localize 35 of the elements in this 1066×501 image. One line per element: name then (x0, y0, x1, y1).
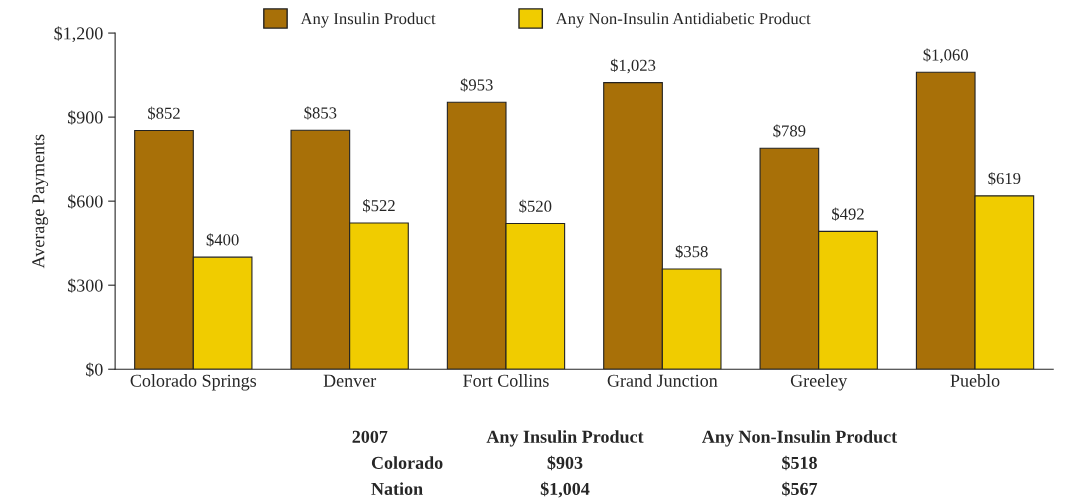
text: Colorado (371, 456, 443, 469)
data-label: $852 (148, 106, 180, 120)
x-tick-label: Fort Collins (463, 374, 549, 387)
x-tick-label: Grand Junction (607, 374, 718, 387)
data-label: $522 (363, 199, 395, 213)
text: $518 (782, 455, 817, 471)
x-tick-label: Greeley (790, 374, 848, 391)
text: 2007 (352, 430, 388, 443)
text: $903 (547, 455, 583, 471)
y-tick-label: $0 (86, 362, 103, 377)
data-label: $953 (460, 78, 493, 92)
text: Any Insulin Product (486, 430, 644, 447)
y-tick-label: $1,200 (54, 26, 103, 43)
text: $567 (782, 481, 818, 497)
x-tick-label: Denver (323, 374, 377, 387)
x-tick-label: Pueblo (950, 374, 1000, 387)
y-tick-label: $600 (67, 194, 103, 209)
x-tick-label: Colorado Springs (130, 374, 257, 391)
data-label: $619 (988, 171, 1021, 186)
data-label: $358 (675, 245, 708, 259)
text: $1,004 (540, 481, 590, 498)
data-label: $400 (206, 233, 239, 247)
y-tick-label: $900 (67, 110, 103, 125)
data-label: $1,023 (610, 58, 656, 74)
data-label: $520 (519, 199, 552, 213)
text: Nation (371, 482, 423, 495)
legend-label: Any Non-Insulin Antidiabetic Product (555, 12, 811, 28)
y-axis-title: Average Payments (32, 134, 49, 269)
y-tick-label: $300 (67, 278, 103, 293)
data-label: $1,060 (923, 48, 968, 63)
data-label: $853 (304, 106, 337, 120)
text: Any Non-Insulin Product (702, 430, 898, 447)
data-label: $789 (773, 124, 806, 138)
data-label: $492 (832, 207, 864, 221)
legend-label: Any Insulin Product (300, 12, 436, 28)
